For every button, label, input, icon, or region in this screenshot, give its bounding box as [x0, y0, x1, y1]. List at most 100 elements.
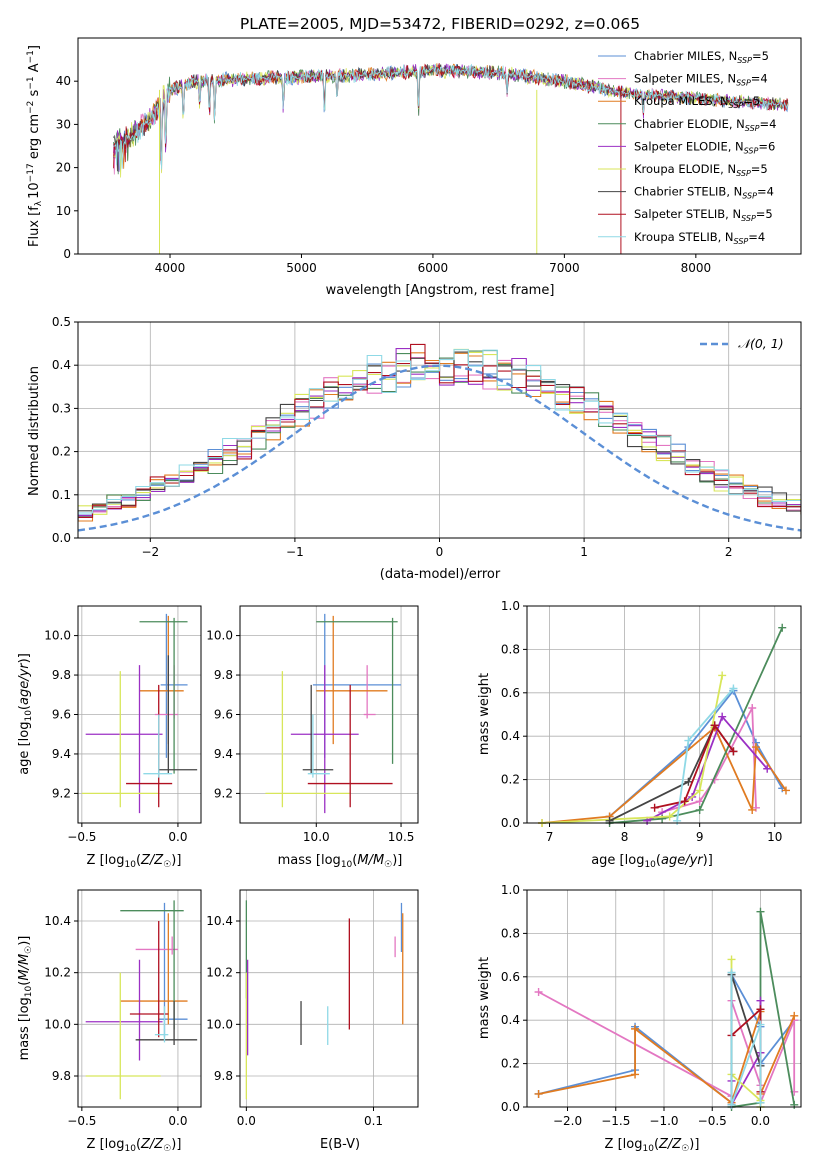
weight-marker — [781, 786, 790, 795]
y-tick-label: 10.4 — [44, 914, 71, 928]
weight-z-ylabel: mass weight — [477, 957, 492, 1039]
weight-age-xlabel: age [log10(age/yr)] — [591, 853, 713, 870]
x-tick-label: 10.5 — [388, 830, 415, 844]
mass-ylabel: mass [log10(M/M☉)] — [17, 936, 34, 1061]
x-tick-label: 8 — [621, 830, 629, 844]
x-tick-label: −2 — [141, 545, 159, 559]
weight-line — [609, 627, 784, 824]
weight-marker — [748, 805, 757, 814]
weight-line — [609, 723, 735, 822]
weight-marker — [727, 955, 736, 964]
axes-frame — [77, 37, 802, 255]
y-tick-label: 9.8 — [52, 668, 71, 682]
age-mass-xlabel: mass [log10(M/M☉)] — [278, 853, 403, 870]
histogram-step — [78, 348, 801, 517]
x-tick-label: 2 — [725, 545, 733, 559]
weight-marker — [729, 684, 738, 693]
x-tick-label: 5000 — [286, 261, 317, 275]
y-tick-label: 1.0 — [501, 883, 520, 897]
axes-frame — [239, 889, 419, 1108]
x-tick-label: 7 — [546, 830, 554, 844]
spectrum-title: PLATE=2005, MJD=53472, FIBERID=0292, z=0… — [240, 15, 640, 33]
x-tick-label: −1.0 — [649, 1114, 678, 1128]
y-tick-label: 30 — [56, 117, 71, 131]
legend-entry: Chabrier MILES, NSSP=5 — [634, 49, 769, 65]
histogram-series — [78, 343, 801, 532]
weight-marker — [751, 743, 760, 752]
y-tick-label: 9.4 — [52, 747, 71, 761]
y-tick-label: 10.2 — [206, 966, 233, 980]
x-tick-label: 9 — [696, 830, 704, 844]
y-tick-label: 9.8 — [52, 1069, 71, 1083]
weight-marker — [673, 816, 682, 825]
weight-marker — [756, 907, 765, 916]
y-tick-label: 0.0 — [501, 816, 520, 830]
y-tick-label: 0.4 — [501, 729, 520, 743]
weight-marker — [534, 1089, 543, 1098]
y-tick-label: 0.2 — [501, 773, 520, 787]
y-tick-label: 10 — [56, 204, 71, 218]
y-tick-label: 10.0 — [44, 629, 71, 643]
weight-marker — [680, 797, 689, 806]
legend-entry: 𝒩(0, 1) — [738, 336, 784, 351]
spectrum-line — [113, 63, 789, 171]
y-tick-label: 10.4 — [206, 914, 233, 928]
x-tick-label: 10.0 — [303, 830, 330, 844]
legend-entry: Salpeter ELODIE, NSSP=6 — [634, 139, 775, 155]
x-tick-label: 0.1 — [364, 1114, 383, 1128]
ebv-xlabel: E(B-V) — [320, 1137, 360, 1152]
weight-line — [730, 972, 762, 1106]
residual-histogram-panel: −2 −1 0 1 2 0.0 0.1 0.2 0.3 0.4 0.5 𝒩(0, 1) — [52, 315, 802, 559]
x-tick-label: −1 — [286, 545, 304, 559]
x-tick-label: 10 — [767, 830, 782, 844]
histogram-step — [78, 348, 801, 516]
y-tick-label: 9.2 — [52, 786, 71, 800]
y-tick-label: 0.6 — [501, 686, 520, 700]
y-tick-label: 10.0 — [206, 629, 233, 643]
x-tick-label: 8000 — [681, 261, 712, 275]
weight-marker — [756, 1098, 765, 1107]
weight-marker — [684, 777, 693, 786]
mass-vs-z-panel: −0.5 0.0 9.8 10.0 10.2 10.4 — [44, 889, 202, 1128]
weight-marker — [710, 721, 719, 730]
histogram-ylabel: Normed distribution — [27, 366, 42, 496]
legend-entry: Kroupa STELIB, NSSP=4 — [634, 230, 765, 246]
x-tick-label: −1.5 — [601, 1114, 630, 1128]
legend-entry: Salpeter STELIB, NSSP=5 — [634, 207, 773, 223]
weight-marker — [631, 1024, 640, 1033]
x-tick-label: −2.0 — [553, 1114, 582, 1128]
axes-frame — [77, 889, 202, 1108]
y-tick-label: 0.1 — [52, 488, 71, 502]
normal-reference-curve — [78, 364, 801, 532]
weight-marker — [534, 987, 543, 996]
weight-marker — [695, 797, 704, 806]
age-vs-z-panel: −0.5 0.0 9.2 9.4 9.6 9.8 10.0 — [44, 605, 202, 844]
weight-vs-z-panel: −2.0 −1.5 −1.0 −0.5 0.0 0.0 0.2 0.4 0.6 0.8 1.0 — [501, 883, 802, 1128]
weight-marker — [790, 1011, 799, 1020]
y-tick-label: 0.2 — [501, 1057, 520, 1071]
legend-entry: Kroupa ELODIE, NSSP=5 — [634, 162, 768, 178]
weight-line — [646, 714, 768, 822]
weight-marker — [631, 1070, 640, 1079]
x-tick-label: 4000 — [155, 261, 186, 275]
age-ylabel: age [log10(age/yr)] — [17, 653, 34, 775]
weight-line — [541, 726, 787, 824]
y-tick-label: 1.0 — [501, 599, 520, 613]
x-tick-label: 0.0 — [237, 1114, 256, 1128]
weight-line — [730, 974, 762, 1105]
x-tick-label: 0.0 — [751, 1114, 770, 1128]
weight-marker — [756, 996, 765, 1005]
weight-marker — [756, 1005, 765, 1014]
y-tick-label: 0.8 — [501, 926, 520, 940]
axes-frame — [526, 605, 802, 824]
mass-z-xlabel: Z [log10(Z/Z☉)] — [87, 1137, 182, 1154]
histogram-xlabel: (data-model)/error — [380, 567, 501, 582]
y-tick-label: 0.4 — [501, 1013, 520, 1027]
weight-marker — [665, 812, 674, 821]
weight-marker — [650, 803, 659, 812]
legend-entry: Chabrier STELIB, NSSP=4 — [634, 185, 774, 201]
x-tick-label: −0.5 — [698, 1114, 727, 1128]
y-tick-label: 10.2 — [44, 966, 71, 980]
weight-line — [541, 675, 724, 824]
weight-marker — [790, 1100, 799, 1109]
